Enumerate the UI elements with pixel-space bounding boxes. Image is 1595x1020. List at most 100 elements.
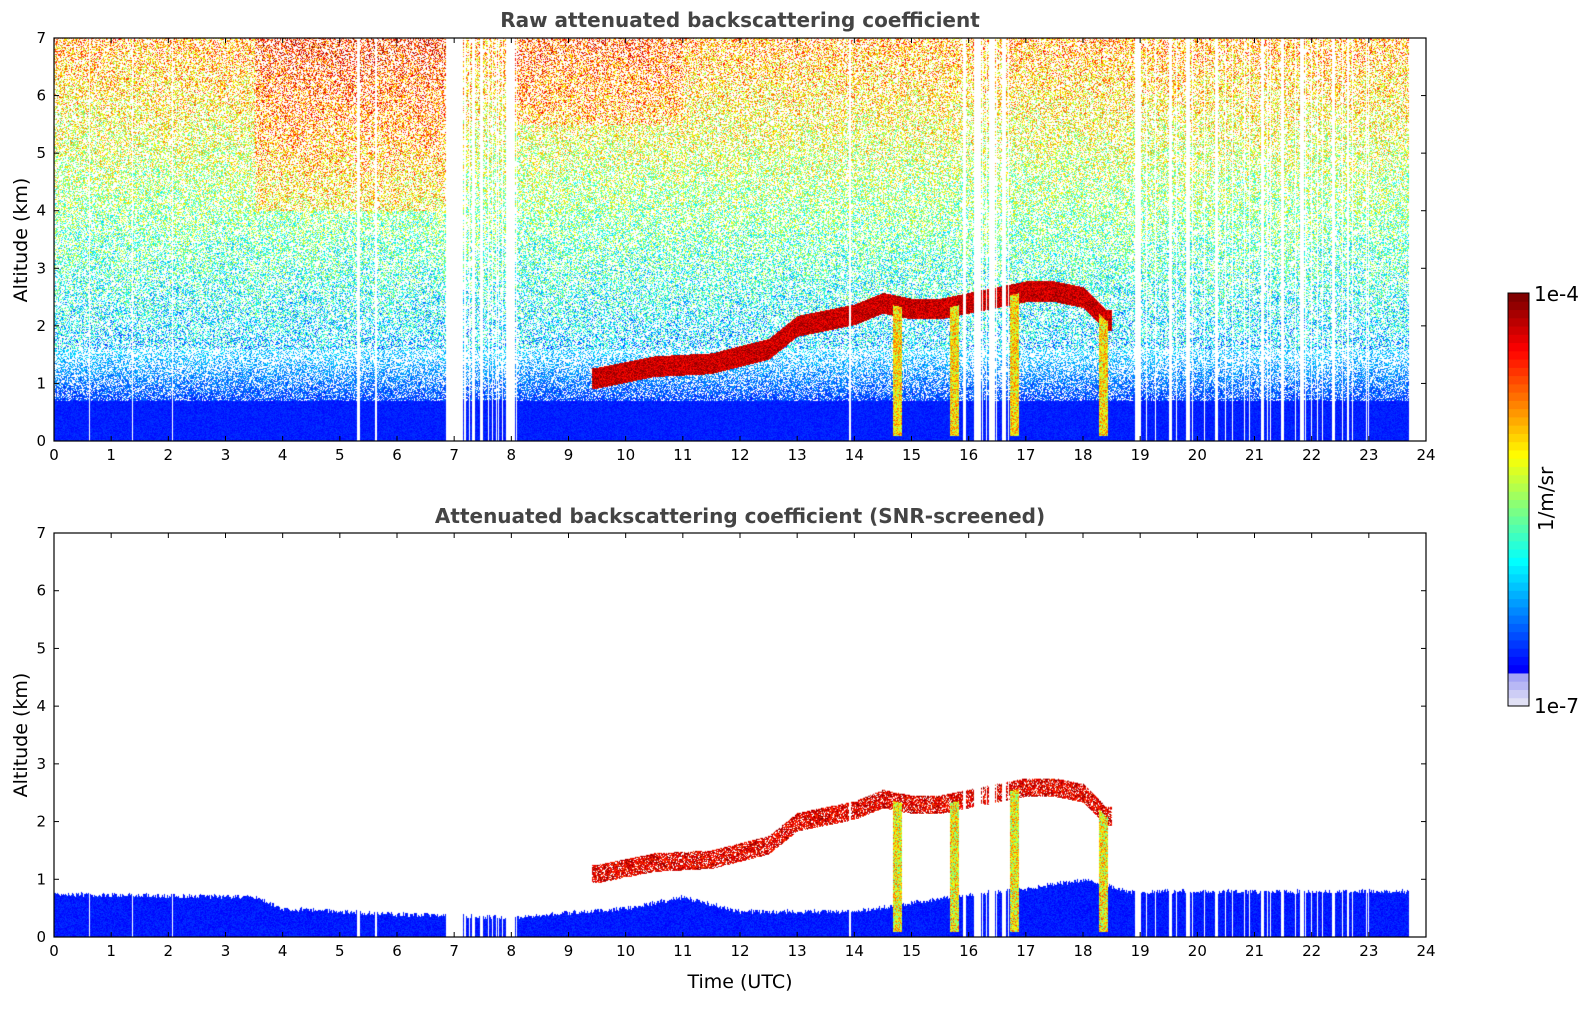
colorbar-cell xyxy=(1508,458,1529,467)
raw-panel-title: Raw attenuated backscattering coefficien… xyxy=(500,8,980,32)
snr-panel-y-label: Altitude (km) xyxy=(10,673,32,798)
x-tick-label: 14 xyxy=(845,942,864,960)
colorbar-cell xyxy=(1508,301,1529,311)
x-tick-label: 3 xyxy=(221,942,231,960)
x-tick-label: 13 xyxy=(788,942,807,960)
x-tick-label: 16 xyxy=(959,942,978,960)
x-tick-label: 4 xyxy=(278,942,288,960)
colorbar-cell xyxy=(1508,350,1529,360)
colorbar-cell xyxy=(1508,491,1529,500)
x-tick-label: 6 xyxy=(392,446,402,464)
colorbar-cell xyxy=(1508,565,1529,575)
y-tick-label: 1 xyxy=(36,374,46,392)
colorbar-cell xyxy=(1508,540,1529,550)
raw-backscatter-heatmap xyxy=(54,38,1426,441)
x-tick-label: 10 xyxy=(616,942,635,960)
colorbar-cell xyxy=(1508,499,1529,509)
colorbar-cell xyxy=(1508,507,1529,517)
colorbar-cell xyxy=(1508,334,1529,344)
colorbar-cell xyxy=(1508,466,1529,476)
colorbar-cell xyxy=(1508,383,1529,393)
x-tick-label: 1 xyxy=(106,942,116,960)
x-tick-label: 8 xyxy=(507,446,517,464)
x-tick-label: 15 xyxy=(902,942,921,960)
colorbar-cell xyxy=(1508,449,1529,459)
y-tick-label: 5 xyxy=(36,144,46,162)
colorbar-cell xyxy=(1508,648,1529,657)
colorbar-cell xyxy=(1508,375,1529,385)
colorbar-cell xyxy=(1508,606,1529,616)
y-tick-label: 3 xyxy=(36,259,46,277)
x-tick-label: 15 xyxy=(902,446,921,464)
colorbar-cell xyxy=(1508,408,1529,418)
colorbar-cell xyxy=(1508,656,1529,666)
x-tick-label: 24 xyxy=(1416,446,1435,464)
colorbar-gradient xyxy=(1508,293,1529,707)
x-tick-label: 11 xyxy=(673,942,692,960)
x-tick-label: 18 xyxy=(1073,942,1092,960)
x-tick-label: 1 xyxy=(106,446,116,464)
x-tick-label: 7 xyxy=(449,942,459,960)
x-tick-label: 0 xyxy=(49,942,59,960)
colorbar-cell xyxy=(1508,557,1529,567)
colorbar-cell xyxy=(1508,689,1529,699)
colorbar-cell xyxy=(1508,681,1529,690)
colorbar-cell xyxy=(1508,482,1529,492)
x-tick-label: 9 xyxy=(564,942,574,960)
colorbar-cell xyxy=(1508,326,1529,335)
y-tick-label: 7 xyxy=(36,29,46,47)
x-tick-label: 21 xyxy=(1245,942,1264,960)
colorbar-cell xyxy=(1508,524,1529,534)
colorbar-frame xyxy=(1507,292,1530,707)
snr-screened-panel: Attenuated backscattering coefficient (S… xyxy=(10,504,1436,993)
x-tick-label: 11 xyxy=(673,446,692,464)
x-tick-label: 4 xyxy=(278,446,288,464)
x-tick-label: 19 xyxy=(1131,446,1150,464)
y-tick-label: 2 xyxy=(36,813,46,831)
x-tick-label: 23 xyxy=(1359,942,1378,960)
x-tick-label: 10 xyxy=(616,446,635,464)
colorbar-cell xyxy=(1508,400,1529,410)
x-tick-label: 20 xyxy=(1188,942,1207,960)
colorbar-max-label: 1e-4 xyxy=(1534,282,1579,306)
colorbar-cell xyxy=(1508,392,1529,401)
colorbar-cell xyxy=(1508,516,1529,525)
colorbar-cell xyxy=(1508,631,1529,641)
x-tick-label: 5 xyxy=(335,446,345,464)
x-tick-label: 8 xyxy=(507,942,517,960)
colorbar-cell xyxy=(1508,317,1529,327)
y-tick-label: 1 xyxy=(36,870,46,888)
x-tick-label: 9 xyxy=(564,446,574,464)
x-tick-label: 19 xyxy=(1131,942,1150,960)
x-tick-label: 13 xyxy=(788,446,807,464)
colorbar-cell xyxy=(1508,416,1529,426)
colorbar-cell xyxy=(1508,672,1529,682)
x-tick-label: 23 xyxy=(1359,446,1378,464)
colorbar-cell xyxy=(1508,664,1529,674)
y-tick-label: 7 xyxy=(36,524,46,542)
snr-panel-x-label: Time (UTC) xyxy=(686,971,792,993)
x-tick-label: 20 xyxy=(1188,446,1207,464)
x-tick-label: 5 xyxy=(335,942,345,960)
colorbar-cell xyxy=(1508,598,1529,608)
x-tick-label: 17 xyxy=(1016,942,1035,960)
raw-panel-y-label: Altitude (km) xyxy=(10,178,32,303)
x-tick-label: 17 xyxy=(1016,446,1035,464)
y-tick-label: 0 xyxy=(36,928,46,946)
snr-backscatter-heatmap xyxy=(54,533,1426,937)
x-tick-label: 12 xyxy=(730,942,749,960)
colorbar-cell xyxy=(1508,590,1529,600)
x-tick-label: 12 xyxy=(730,446,749,464)
y-tick-label: 6 xyxy=(36,582,46,600)
colorbar-cell xyxy=(1508,367,1529,377)
x-tick-label: 3 xyxy=(221,446,231,464)
snr-panel-ticks: 0 1 2 3 4 5 6 7 8 9 10 11 12 13 14 15 16 17 18 19 20 21 22 23 24… xyxy=(36,524,1435,960)
y-tick-label: 6 xyxy=(36,87,46,105)
colorbar-cell xyxy=(1508,549,1529,558)
x-tick-label: 2 xyxy=(164,446,174,464)
colorbar-cell xyxy=(1508,359,1529,368)
y-tick-label: 2 xyxy=(36,317,46,335)
colorbar-cell xyxy=(1508,425,1529,434)
colorbar: 1e-4 1e-7 1/m/sr xyxy=(1507,282,1579,718)
colorbar-cell xyxy=(1508,433,1529,443)
